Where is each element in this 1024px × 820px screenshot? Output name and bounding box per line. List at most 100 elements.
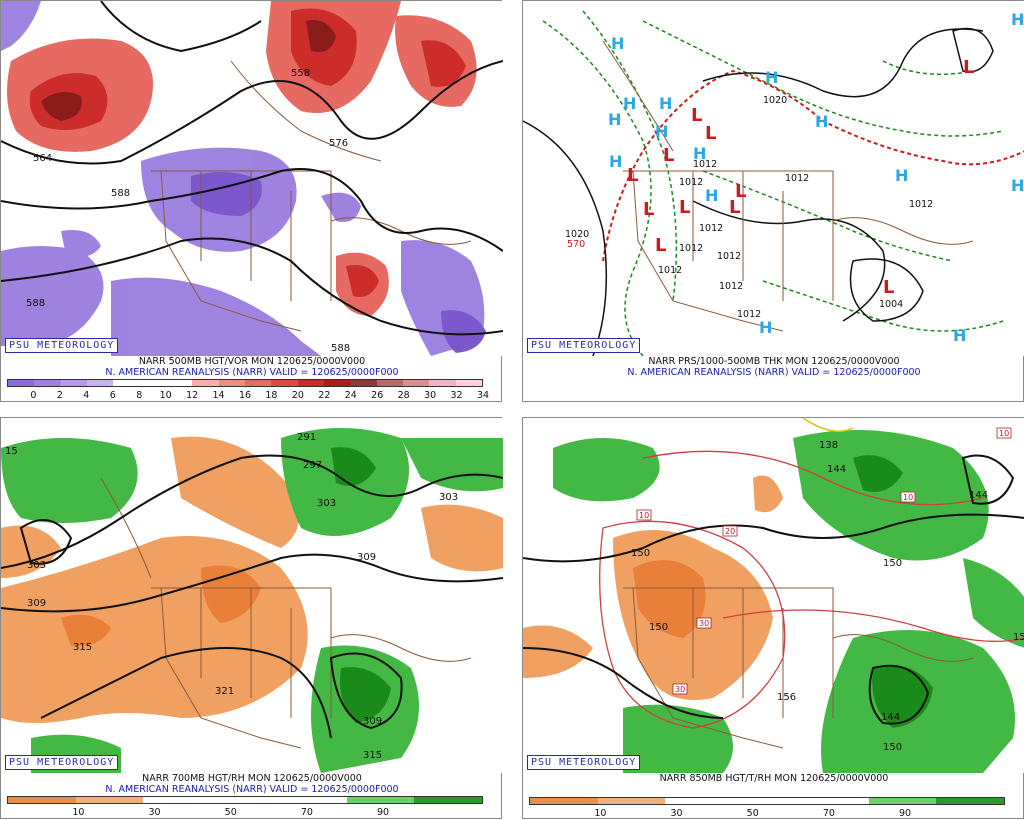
map-label: 150 — [649, 622, 668, 633]
high-pressure-marker: H — [1011, 10, 1024, 29]
high-pressure-marker: H — [759, 318, 772, 337]
colorbar-swatch — [8, 797, 76, 803]
low-pressure-marker: L — [643, 199, 654, 220]
map-label: 1012 — [658, 265, 682, 276]
map-label: 156 — [777, 692, 796, 703]
map-label: 1012 — [909, 199, 933, 210]
colorbar-swatch — [192, 380, 219, 386]
low-pressure-marker: L — [627, 165, 638, 186]
low-pressure-marker: L — [655, 235, 666, 256]
colorbar — [7, 796, 483, 804]
map-label: 1012 — [717, 251, 741, 262]
map-label: 558 — [291, 68, 310, 79]
colorbar — [7, 379, 483, 387]
map-850mb-temp-rh: 138 144 150 150 150 156 144 150 144 15 1… — [523, 418, 1024, 773]
colorbar-tick-label: 34 — [476, 390, 490, 401]
map-label: 303 — [27, 560, 46, 571]
colorbar-swatch — [868, 798, 937, 804]
colorbar-swatch — [323, 380, 351, 386]
colorbar-swatch — [165, 380, 193, 386]
map-label: 150 — [631, 548, 650, 559]
high-pressure-marker: H — [693, 144, 706, 163]
isotherm-label: 20 — [725, 527, 735, 536]
map-label: 144 — [969, 490, 988, 501]
map-label: 15 — [1013, 632, 1024, 643]
colorbar-swatch — [86, 380, 114, 386]
colorbar-swatch — [936, 798, 1005, 804]
map-label: 1012 — [785, 173, 809, 184]
isotherm-label: 10 — [903, 493, 913, 502]
colorbar-tick-label: 14 — [212, 390, 225, 401]
map-label: 309 — [357, 552, 376, 563]
map-label: 1012 — [737, 309, 761, 320]
map-label: 315 — [73, 642, 92, 653]
panel-700mb-rh: 291 297 303 303 309 309 303 315 321 309 … — [0, 417, 503, 819]
caption-line1: NARR 700MB HGT/RH MON 120625/0000V000 — [142, 773, 362, 784]
psu-meteorology-logo: PSU METEOROLOGY — [527, 755, 641, 770]
caption-line1: NARR 850MB HGT/T/RH MON 120625/0000V000 — [659, 773, 889, 784]
caption-line2: N. AMERICAN REANALYSIS (NARR) VALID = 12… — [105, 367, 399, 378]
map-label: 1020 — [763, 95, 787, 106]
colorbar-tick-label: 70 — [822, 808, 835, 819]
map-label: 1012 — [679, 177, 703, 188]
map-label: 144 — [881, 712, 900, 723]
colorbar-ticks: 10 30 50 70 90 — [7, 807, 483, 819]
isotherm-label: 10 — [999, 429, 1009, 438]
map-500mb-vorticity: 564 558 588 576 588 588 — [1, 1, 503, 356]
map-label: 150 — [883, 558, 902, 569]
colorbar-swatch — [346, 797, 415, 803]
colorbar-swatch — [244, 380, 272, 386]
isotherm-label: 30 — [699, 619, 709, 628]
colorbar-swatch — [733, 798, 801, 804]
colorbar-tick-label: 20 — [291, 390, 304, 401]
colorbar-swatch — [8, 380, 35, 386]
low-pressure-marker: L — [735, 181, 746, 202]
low-pressure-marker: L — [663, 145, 674, 166]
map-label: 321 — [215, 686, 234, 697]
colorbar-tick-label: 28 — [397, 390, 410, 401]
high-pressure-marker: H — [953, 326, 966, 345]
map-label: 564 — [33, 153, 52, 164]
colorbar-tick-label: 30 — [424, 390, 437, 401]
psu-meteorology-logo: PSU METEOROLOGY — [5, 338, 119, 353]
colorbar-swatch — [530, 798, 598, 804]
low-pressure-marker: L — [691, 105, 702, 126]
map-label: 1012 — [693, 159, 717, 170]
colorbar-swatch — [211, 797, 279, 803]
colorbar-swatch — [429, 380, 456, 386]
low-pressure-marker: L — [963, 57, 974, 78]
high-pressure-marker: H — [705, 186, 718, 205]
colorbar-swatch — [75, 797, 144, 803]
caption-line2: N. AMERICAN REANALYSIS (NARR) VALID = 12… — [105, 784, 399, 795]
colorbar-tick-label: 90 — [376, 807, 390, 818]
high-pressure-marker: H — [611, 34, 624, 53]
colorbar — [529, 797, 1005, 805]
colorbar-tick-label: 70 — [300, 807, 313, 818]
low-pressure-marker: L — [705, 123, 716, 144]
colorbar-tick-label: 10 — [159, 390, 172, 401]
panel-500mb-vorticity: 564 558 588 576 588 588 PSU METEOROLOGY … — [0, 0, 503, 402]
colorbar-swatch — [350, 380, 377, 386]
map-label: 291 — [297, 432, 316, 443]
map-label: 297 — [303, 460, 322, 471]
map-label: 138 — [819, 440, 838, 451]
colorbar-swatch — [402, 380, 430, 386]
low-pressure-marker: L — [679, 197, 690, 218]
colorbar-ticks: 0 2 4 6 8 10 12 14 16 18 20 22 24 26 28 30 32 34 — [7, 390, 489, 402]
colorbar-tick-label: 8 — [136, 390, 143, 401]
colorbar-swatch — [800, 798, 869, 804]
map-label: 588 — [26, 298, 45, 309]
map-label: 315 — [363, 750, 382, 761]
caption-line2: N. AMERICAN REANALYSIS (NARR) VALID = 12… — [627, 367, 921, 378]
isotherm-label: 30 — [675, 685, 685, 694]
colorbar-tick-label: 26 — [371, 390, 384, 401]
high-pressure-marker: H — [815, 112, 828, 131]
map-label: 1012 — [699, 223, 723, 234]
isotherm-label: 10 — [639, 511, 649, 520]
high-pressure-marker: H — [1011, 176, 1024, 195]
colorbar-swatch — [139, 380, 166, 386]
colorbar-swatch — [143, 797, 212, 803]
colorbar-tick-label: 24 — [344, 390, 357, 401]
colorbar-swatch — [60, 380, 87, 386]
low-pressure-marker: L — [729, 197, 740, 218]
